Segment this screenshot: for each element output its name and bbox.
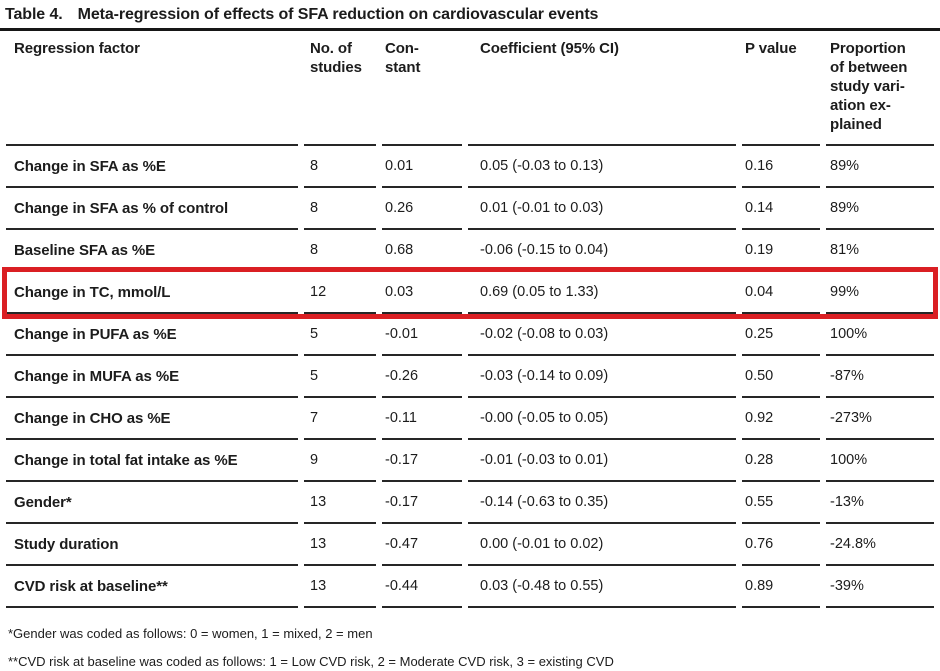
row-factor-cell: Study duration — [6, 524, 298, 566]
row-value-cell: 100% — [826, 314, 934, 356]
row-factor-cell: Gender* — [6, 482, 298, 524]
row-value-cell: 0.25 — [742, 314, 820, 356]
table-title: Table 4. Meta-regression of effects of SF… — [0, 0, 940, 31]
row-value-cell: 0.14 — [742, 188, 820, 230]
table-caption: Meta-regression of effects of SFA reduct… — [77, 6, 599, 23]
table-row: Change in SFA as %E 8 0.01 0.05 (-0.03 to 0… — [6, 146, 934, 188]
row-value-cell: -0.01 (-0.03 to 0.01) — [468, 440, 736, 482]
row-value-cell: 8 — [304, 146, 376, 188]
row-value-cell: 8 — [304, 230, 376, 272]
row-value-cell: -87% — [826, 356, 934, 398]
row-factor-cell: Change in MUFA as %E — [6, 356, 298, 398]
row-value-cell: -0.17 — [382, 482, 462, 524]
meta-regression-table: Regression factor No. of studies Con- st… — [0, 30, 940, 608]
row-value-cell: -0.02 (-0.08 to 0.03) — [468, 314, 736, 356]
row-value-cell: 0.92 — [742, 398, 820, 440]
row-factor-cell: Change in CHO as %E — [6, 398, 298, 440]
row-value-cell: 0.89 — [742, 566, 820, 608]
row-value-cell: 89% — [826, 146, 934, 188]
table-row: Change in total fat intake as %E 9 -0.17 -0… — [6, 440, 934, 482]
row-value-cell: 12 — [304, 272, 376, 314]
footnotes: *Gender was coded as follows: 0 = women,… — [8, 620, 614, 671]
row-value-cell: 5 — [304, 314, 376, 356]
table-row: Baseline SFA as %E 8 0.68 -0.06 (-0.15 to 0… — [6, 230, 934, 272]
col-header-regression-factor: Regression factor — [6, 30, 298, 146]
row-factor-cell: Change in PUFA as %E — [6, 314, 298, 356]
row-value-cell: 13 — [304, 524, 376, 566]
col-header-proportion-explained: Proportion of between study vari- ation … — [826, 30, 934, 146]
row-value-cell: 100% — [826, 440, 934, 482]
row-value-cell: 0.03 (-0.48 to 0.55) — [468, 566, 736, 608]
row-factor-cell: Change in TC, mmol/L — [6, 272, 298, 314]
row-value-cell: 0.28 — [742, 440, 820, 482]
table-row: Study duration 13 -0.47 0.00 (-0.01 to 0.02… — [6, 524, 934, 566]
row-value-cell: -0.06 (-0.15 to 0.04) — [468, 230, 736, 272]
footnote-gender: *Gender was coded as follows: 0 = women,… — [8, 626, 373, 641]
row-value-cell: 5 — [304, 356, 376, 398]
col-header-coefficient: Coefficient (95% CI) — [468, 30, 736, 146]
col-header-constant: Con- stant — [382, 30, 462, 146]
footnote-cvd-risk: **CVD risk at baseline was coded as foll… — [8, 654, 614, 669]
row-value-cell: -0.26 — [382, 356, 462, 398]
table-row: Gender* 13 -0.17 -0.14 (-0.63 to 0.35) 0.55-… — [6, 482, 934, 524]
row-factor-cell: Change in SFA as % of control — [6, 188, 298, 230]
row-value-cell: -0.14 (-0.63 to 0.35) — [468, 482, 736, 524]
table-row: CVD risk at baseline** 13 -0.44 0.03 (-0.48… — [6, 566, 934, 608]
row-factor-cell: Baseline SFA as %E — [6, 230, 298, 272]
row-value-cell: -0.47 — [382, 524, 462, 566]
row-value-cell: 0.26 — [382, 188, 462, 230]
row-value-cell: 89% — [826, 188, 934, 230]
row-value-cell: -24.8% — [826, 524, 934, 566]
row-value-cell: 7 — [304, 398, 376, 440]
col-header-p-value: P value — [742, 30, 820, 146]
row-value-cell: 0.16 — [742, 146, 820, 188]
row-value-cell: 0.69 (0.05 to 1.33) — [468, 272, 736, 314]
row-value-cell: -0.17 — [382, 440, 462, 482]
row-value-cell: 0.68 — [382, 230, 462, 272]
row-value-cell: 0.03 — [382, 272, 462, 314]
row-factor-cell: Change in total fat intake as %E — [6, 440, 298, 482]
row-value-cell: 0.00 (-0.01 to 0.02) — [468, 524, 736, 566]
row-value-cell: 8 — [304, 188, 376, 230]
row-value-cell: 13 — [304, 566, 376, 608]
row-value-cell: -13% — [826, 482, 934, 524]
row-value-cell: 0.55 — [742, 482, 820, 524]
header-row: Regression factor No. of studies Con- st… — [6, 30, 934, 146]
row-value-cell: 0.04 — [742, 272, 820, 314]
row-value-cell: 0.76 — [742, 524, 820, 566]
row-value-cell: -39% — [826, 566, 934, 608]
row-value-cell: 0.19 — [742, 230, 820, 272]
row-value-cell: -273% — [826, 398, 934, 440]
row-value-cell: 9 — [304, 440, 376, 482]
row-value-cell: 13 — [304, 482, 376, 524]
table-body: Change in SFA as %E 8 0.01 0.05 (-0.03 to 0… — [6, 146, 934, 608]
row-value-cell: 0.05 (-0.03 to 0.13) — [468, 146, 736, 188]
row-value-cell: -0.11 — [382, 398, 462, 440]
row-value-cell: -0.03 (-0.14 to 0.09) — [468, 356, 736, 398]
table-row: Change in SFA as % of control 8 0.26 0.01 (… — [6, 188, 934, 230]
table-row: Change in MUFA as %E 5 -0.26 -0.03 (-0.14 t… — [6, 356, 934, 398]
table-number: Table 4. — [5, 6, 63, 23]
col-header-no-of-studies: No. of studies — [304, 30, 376, 146]
row-value-cell: 81% — [826, 230, 934, 272]
table-row-highlighted: Change in TC, mmol/L 12 0.03 0.69 (0.05 to … — [6, 272, 934, 314]
row-value-cell: -0.44 — [382, 566, 462, 608]
row-value-cell: -0.00 (-0.05 to 0.05) — [468, 398, 736, 440]
row-factor-cell: Change in SFA as %E — [6, 146, 298, 188]
row-factor-cell: CVD risk at baseline** — [6, 566, 298, 608]
row-value-cell: 0.50 — [742, 356, 820, 398]
row-value-cell: -0.01 — [382, 314, 462, 356]
row-value-cell: 0.01 — [382, 146, 462, 188]
table-row: Change in CHO as %E 7 -0.11 -0.00 (-0.05 to… — [6, 398, 934, 440]
table-row: Change in PUFA as %E 5 -0.01 -0.02 (-0.08 t… — [6, 314, 934, 356]
row-value-cell: 99% — [826, 272, 934, 314]
row-value-cell: 0.01 (-0.01 to 0.03) — [468, 188, 736, 230]
